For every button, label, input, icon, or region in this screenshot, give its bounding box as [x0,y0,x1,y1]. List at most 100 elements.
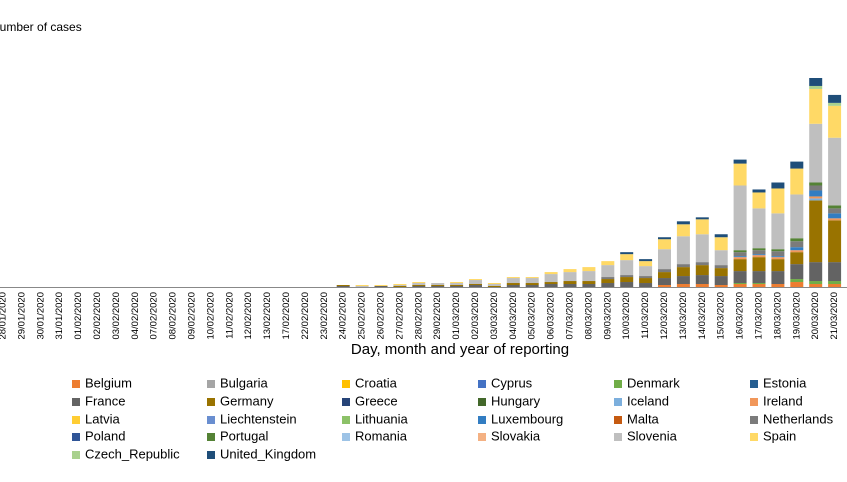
bar-segment [809,198,823,201]
bar-segment [752,255,766,258]
bar-segment [676,236,690,265]
bar-segment [695,219,709,235]
bar-segment [525,278,539,284]
bar-segment [658,269,671,273]
bar-segment [809,85,823,89]
x-tick-label: 11/03/2020 [640,292,651,339]
legend-label: Spain [763,428,796,443]
bar-segment [714,285,728,287]
bar-segment [809,284,823,287]
x-tick-label: 20/03/2020 [810,292,821,340]
bar-segment [450,286,464,287]
x-tick-label: 28/02/2020 [413,292,424,340]
x-tick-label: 09/02/2020 [187,292,198,340]
x-tick-label: 07/02/2020 [149,292,160,340]
x-tick-label: 13/03/2020 [678,292,689,340]
x-tick-label: 17/03/2020 [754,292,765,340]
bar-segment [809,262,823,282]
legend-label: Latvia [85,411,120,426]
legend-label: Ireland [763,393,803,408]
bar-segment [752,208,766,249]
bar-segment [771,257,785,260]
bar-segment [790,250,804,253]
legend-swatch [342,433,350,441]
bar-segment [620,260,634,276]
bar-segment [658,285,671,287]
bar-segment [790,168,804,195]
bar-segment [658,249,671,270]
bar-segment [733,159,747,164]
bar-segment [676,264,690,268]
bar-segment [601,277,615,280]
legend-swatch [478,380,486,388]
bar-segment [828,213,842,219]
bar-segment [601,261,615,266]
bar-segment [393,284,407,286]
bar-segment [790,247,804,251]
bar-segment [601,279,615,284]
legend-label: Poland [85,428,125,443]
x-tick-label: 30/01/2020 [35,292,46,340]
x-tick-label: 12/03/2020 [659,292,670,340]
bar-segment [525,285,539,287]
bar-segment [563,272,577,282]
legend-swatch [614,433,622,441]
legend-swatch [72,451,80,459]
bar-segment [563,284,577,287]
bar-segment [450,285,464,287]
bar-segment [771,182,785,189]
x-tick-label: 13/02/2020 [262,292,273,340]
x-tick-label: 09/03/2020 [602,292,613,340]
bar-segment [695,265,709,276]
bar-segment [639,276,653,279]
legend-label: Czech_Republic [85,446,180,461]
bar-segment [544,274,558,283]
bar-segment [639,261,653,267]
bar-segment [639,283,653,287]
legend-swatch [72,433,80,441]
x-tick-label: 01/03/2020 [451,292,462,340]
legend-label: Romania [355,428,408,443]
x-tick-label: 23/02/2020 [319,292,330,340]
legend-swatch [614,416,622,424]
bar-segment [582,271,596,282]
legend-swatch [750,416,758,424]
bar-segment [752,284,766,287]
bar-segment [525,277,539,279]
bar-segment [506,278,520,284]
bar-segment [828,208,842,214]
x-tick-label: 04/02/2020 [130,292,141,340]
x-tick-label: 06/03/2020 [546,292,557,340]
bar-segment [620,277,634,283]
x-tick-label: 10/03/2020 [621,292,632,340]
bar-segment [828,102,842,106]
bar-segment [714,250,728,266]
x-tick-label: 03/03/2020 [489,292,500,340]
bar-segment [790,279,804,283]
x-tick-label: 04/03/2020 [508,292,519,340]
x-tick-label: 29/02/2020 [432,292,443,340]
bar-segment [752,192,766,209]
bar-segment [733,250,747,253]
x-tick-label: 22/02/2020 [300,292,311,340]
bar-segment [431,285,445,287]
legend-swatch [614,380,622,388]
bar-segment [752,248,766,251]
bar-segment [563,281,577,285]
x-tick-label: 02/03/2020 [470,292,481,340]
y-axis-title: Number of cases [0,20,82,34]
bar-segment [695,234,709,263]
bar-segment [714,234,728,238]
bar-segment [809,200,823,263]
bar-segment [412,285,426,287]
bar-segment [506,285,520,287]
x-tick-label: 21/03/2020 [829,292,840,340]
bar-segment [752,254,766,256]
legend-swatch [750,433,758,441]
bar-segment [676,284,690,287]
x-tick-label: 16/03/2020 [735,292,746,340]
bar-segment [412,286,426,287]
x-tick-label: 05/03/2020 [527,292,538,340]
legend-label: Germany [220,393,274,408]
